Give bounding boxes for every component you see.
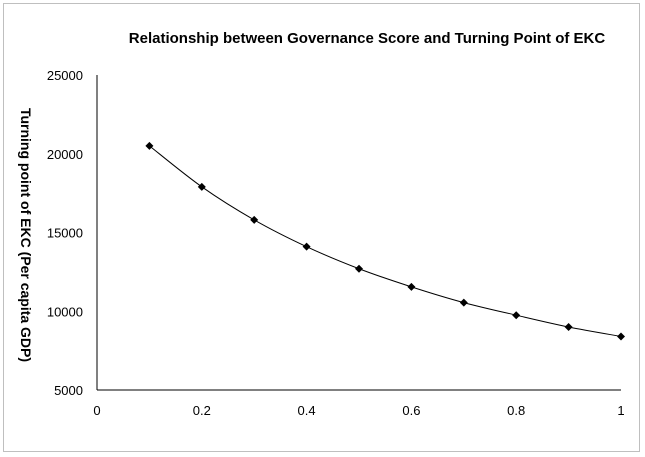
data-point-marker	[197, 182, 206, 191]
x-tick-label: 0.6	[402, 403, 420, 418]
data-point-marker	[250, 215, 259, 224]
x-tick-label: 0.4	[298, 403, 316, 418]
data-point-marker	[302, 242, 311, 251]
series-line	[149, 145, 622, 337]
x-tick-label: 0.8	[507, 403, 525, 418]
data-point-marker	[459, 298, 468, 307]
x-tick-label: 0	[93, 403, 100, 418]
y-tick-label: 20000	[47, 147, 83, 162]
data-point-marker	[145, 141, 154, 150]
y-tick-label: 15000	[47, 226, 83, 241]
y-tick-label: 10000	[47, 304, 83, 319]
y-axis-label: Turning point of EKC (Per capita GDP)	[18, 108, 34, 362]
x-tick-label: 0.2	[193, 403, 211, 418]
x-tick-label: 1	[617, 403, 624, 418]
data-point-marker	[564, 323, 573, 331]
data-point-marker	[512, 311, 521, 320]
data-point-marker	[407, 282, 416, 291]
data-point-marker	[617, 332, 625, 341]
y-tick-label: 5000	[54, 383, 83, 398]
axes	[96, 75, 621, 391]
chart-title: Relationship between Governance Score an…	[129, 30, 606, 47]
chart-frame	[3, 3, 640, 452]
data-point-marker	[355, 264, 363, 273]
y-tick-label: 25000	[47, 68, 83, 83]
plot-area	[145, 141, 625, 341]
